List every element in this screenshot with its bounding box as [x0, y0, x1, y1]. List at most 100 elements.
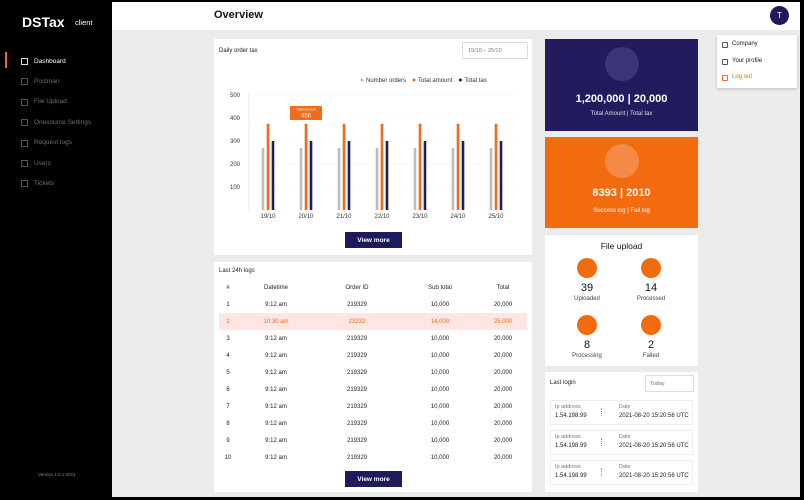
table-cell: 9:12 am [265, 336, 287, 342]
user-menu [717, 35, 797, 88]
table-cell: 20,000 [493, 370, 513, 376]
menu-item[interactable]: Dashboard [34, 57, 66, 65]
table-cell: 14,000 [430, 319, 450, 325]
menu-icon [722, 42, 728, 48]
tooltip-box [290, 106, 322, 120]
table-cell: 8 [226, 421, 230, 427]
divider [601, 408, 603, 416]
date-range[interactable]: 19/10 – 25/10 [462, 42, 528, 59]
table-cell: 20,000 [493, 421, 513, 427]
table-cell: 219329 [346, 302, 368, 308]
user-menu-item[interactable]: Company [732, 41, 758, 47]
ip: 1.54.198.99 [555, 413, 587, 419]
ip-label: Ip address [555, 464, 581, 470]
menu-icon [722, 75, 728, 81]
page-title: Overview [214, 9, 263, 21]
login-entry [550, 430, 693, 455]
menu-icon [21, 139, 28, 147]
table-cell: 9 [226, 438, 230, 444]
logs-card [214, 262, 532, 492]
table-cell: 4 [226, 353, 230, 359]
menu-item[interactable]: Onesource Settings [34, 118, 92, 126]
login-entry [550, 460, 693, 485]
ip-label: Ip address [555, 404, 581, 410]
date: 2021-08-20 15:20:56 UTC [619, 443, 689, 449]
menu-item[interactable]: Users [34, 159, 51, 167]
divider [601, 468, 603, 476]
menu-item[interactable]: File Upload [34, 98, 67, 106]
bar [418, 123, 422, 210]
menu-icon [21, 78, 28, 86]
view-more-button[interactable]: View more [345, 471, 402, 487]
table-cell: 2 [226, 319, 230, 325]
table-cell: 9:12 am [265, 387, 287, 393]
totals-value: 1,200,000 | 20,000 [575, 93, 668, 105]
table-cell: 20,000 [493, 336, 513, 342]
menu-item[interactable]: Tickets [34, 179, 55, 187]
row-highlight [219, 313, 527, 330]
menu-icon [722, 58, 728, 65]
bar [261, 147, 265, 210]
stat-icon [641, 315, 661, 335]
y-tick-label: 400 [230, 116, 241, 122]
user-menu-item[interactable]: Log out [732, 74, 753, 80]
bar [266, 123, 270, 210]
bar [380, 123, 384, 210]
ip-label: Ip address [555, 434, 581, 440]
table-cell: 9:12 am [265, 353, 287, 359]
table-cell: 9:12 am [265, 302, 287, 308]
avatar[interactable]: T [770, 6, 789, 25]
menu-item[interactable]: Request logs [34, 139, 72, 147]
x-tick-label: 20/10 [298, 214, 314, 220]
table-cell: 25,000 [493, 319, 513, 325]
x-tick-label: 23/10 [412, 214, 428, 220]
menu-icon [21, 180, 28, 188]
bar [347, 141, 351, 210]
ip: 1.54.198.99 [555, 473, 587, 479]
stat-label: Failed [642, 353, 660, 359]
bar [413, 147, 417, 210]
table-cell: 10,000 [430, 353, 450, 359]
table-cell: 219329 [346, 336, 368, 342]
view-more-button[interactable]: View more [345, 232, 402, 248]
user-menu-item[interactable]: Your profile [732, 57, 763, 64]
x-tick-label: 21/10 [336, 214, 352, 220]
column-header: # [226, 285, 230, 291]
logs-title: Last 24h logs [219, 268, 255, 274]
y-tick-label: 500 [230, 93, 241, 99]
menu-item[interactable]: Postman [34, 77, 60, 85]
table-cell: 10,000 [430, 404, 450, 410]
menu-icon [21, 58, 28, 65]
log-summary-value: 8393 | 2010 [592, 187, 651, 199]
date-label: Date [619, 434, 631, 440]
table-cell: 219329 [346, 387, 368, 393]
column-header: Order ID [345, 285, 369, 291]
bar [423, 141, 427, 210]
divider [601, 438, 603, 446]
login-filter[interactable]: Today [645, 375, 694, 392]
table-cell: 10,000 [430, 421, 450, 427]
stat-icon [577, 315, 597, 335]
table-cell: 10,000 [430, 387, 450, 393]
menu-icon [21, 119, 28, 127]
table-cell: 5 [226, 370, 230, 376]
bar [489, 147, 493, 210]
table-cell: 3 [226, 336, 230, 342]
icon [605, 47, 639, 81]
table-cell: 20,000 [493, 353, 513, 359]
table-cell: 219329 [346, 421, 368, 427]
totals-caption: Total Amount | Total tax [590, 111, 653, 117]
column-header: Sub total [428, 285, 452, 291]
column-header: Total [496, 285, 510, 291]
table-cell: 20,000 [493, 302, 513, 308]
file-upload-card: File upload [545, 235, 698, 366]
table-cell: 9:12 am [265, 438, 287, 444]
table-cell: 9:12 am [265, 421, 287, 427]
menu-icon [21, 98, 28, 106]
active-indicator [5, 52, 7, 68]
table-cell: 23232 [348, 319, 366, 325]
table-cell: 219329 [346, 455, 368, 461]
x-tick-label: 24/10 [450, 214, 466, 220]
